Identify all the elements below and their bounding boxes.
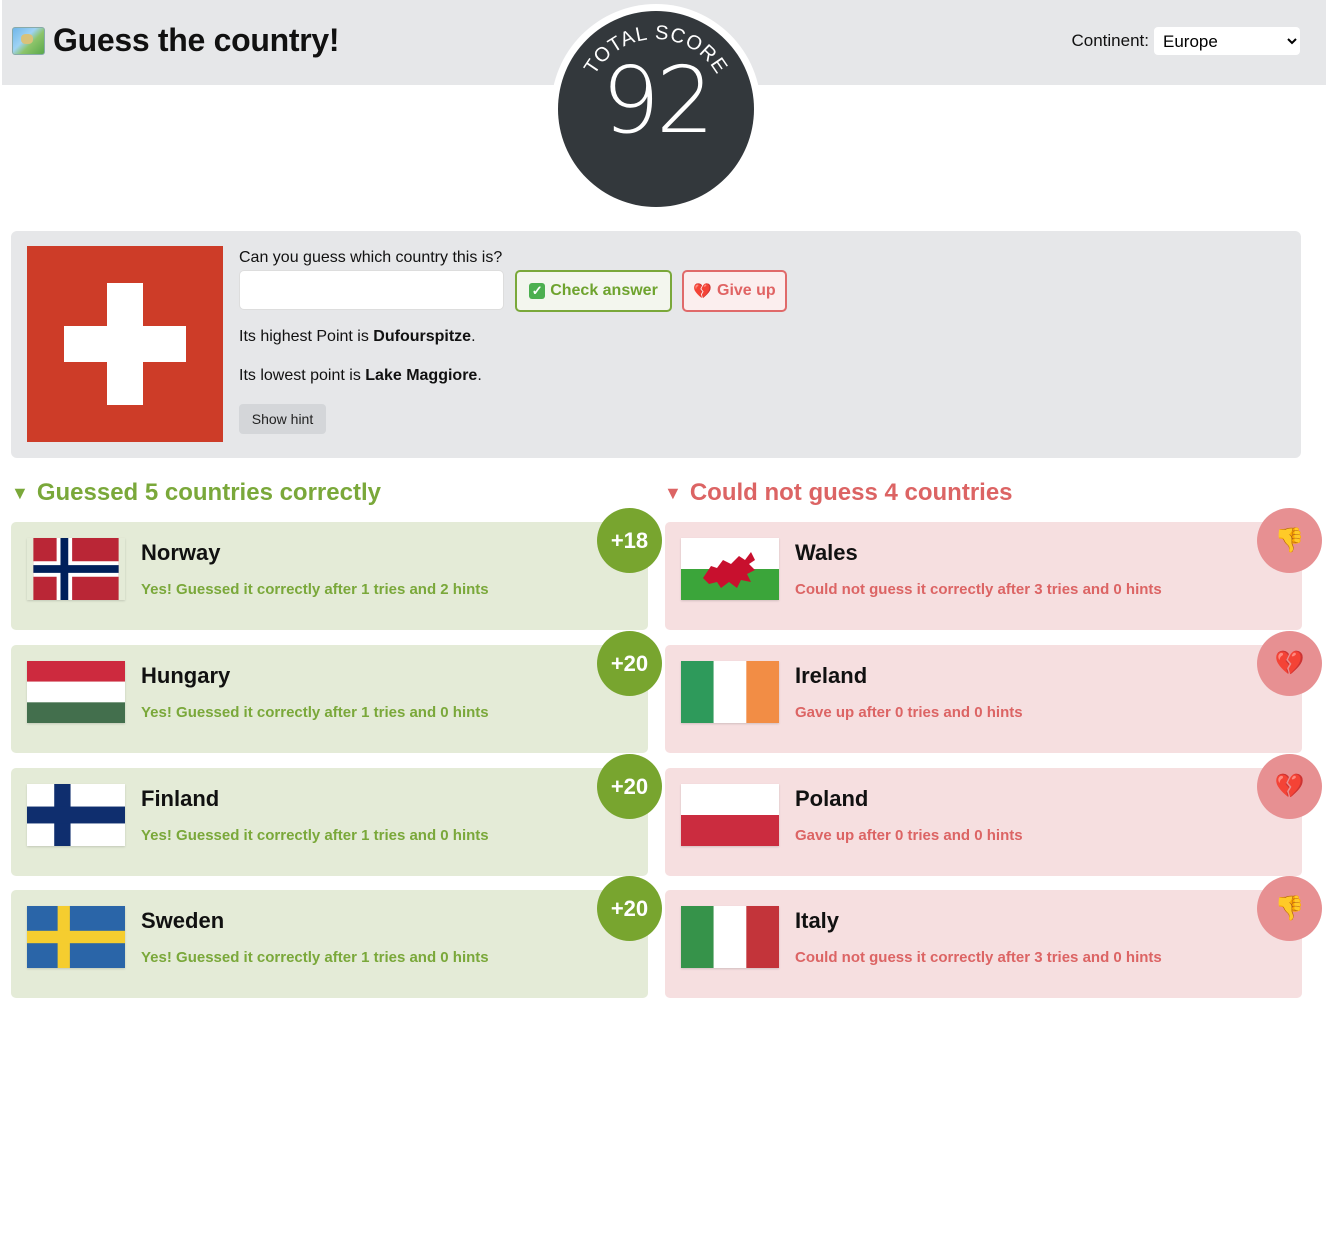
flag-hungary <box>27 661 125 723</box>
result-description: Gave up after 0 tries and 0 hints <box>795 827 1023 844</box>
failed-card-wales: Wales Could not guess it correctly after… <box>665 508 1322 630</box>
points-badge: +20 <box>597 631 662 696</box>
score-label-arc: TOTAL SCORE <box>580 22 731 78</box>
check-answer-button[interactable]: ✓ Check answer <box>515 270 672 312</box>
give-up-label: Give up <box>717 282 776 299</box>
hint-highest-point-value: Dufourspitze <box>373 328 472 345</box>
failed-card-poland: Poland Gave up after 0 tries and 0 hints… <box>665 754 1322 876</box>
thumbs-down-icon: 👎 <box>1274 527 1305 554</box>
failed-section-toggle[interactable]: ▼ Could not guess 4 countries <box>664 479 1013 507</box>
points-badge: +18 <box>597 508 662 573</box>
points-badge: +20 <box>597 754 662 819</box>
broken-heart-icon: 💔 <box>693 283 712 300</box>
correct-section-title: Guessed 5 countries correctly <box>36 479 381 506</box>
result-description: Could not guess it correctly after 3 tri… <box>795 949 1162 966</box>
correct-card-finland: Finland Yes! Guessed it correctly after … <box>11 754 662 876</box>
app-title-text: Guess the country! <box>53 22 340 58</box>
result-badge: 💔 <box>1257 754 1322 819</box>
question-panel: Can you guess which country this is? ✓ C… <box>11 231 1301 458</box>
triangle-down-icon: ▼ <box>11 482 29 503</box>
app-title: Guess the country! <box>12 22 340 59</box>
total-score: TOTAL SCORE 92 <box>558 11 754 207</box>
failed-card-ireland: Ireland Gave up after 0 tries and 0 hint… <box>665 631 1322 753</box>
show-hint-button[interactable]: Show hint <box>239 404 326 434</box>
result-description: Yes! Guessed it correctly after 1 tries … <box>141 827 489 844</box>
hint-lowest-point: Its lowest point is Lake Maggiore. <box>239 367 482 384</box>
answer-input[interactable] <box>239 270 504 310</box>
country-name: Wales <box>795 540 858 565</box>
result-description: Yes! Guessed it correctly after 1 tries … <box>141 949 489 966</box>
continent-picker: Continent: Europe <box>1071 27 1300 55</box>
continent-label: Continent: <box>1071 31 1150 50</box>
mystery-flag <box>27 246 223 442</box>
result-description: Gave up after 0 tries and 0 hints <box>795 704 1023 721</box>
correct-card-hungary: Hungary Yes! Guessed it correctly after … <box>11 631 662 753</box>
result-badge: 👎 <box>1257 508 1322 573</box>
check-mark-icon: ✓ <box>529 283 546 299</box>
country-name: Ireland <box>795 663 868 688</box>
flag-poland <box>681 784 779 846</box>
flag-sweden <box>27 906 125 968</box>
points-badge: +20 <box>597 876 662 941</box>
broken-heart-icon: 💔 <box>1274 650 1305 677</box>
country-name: Norway <box>141 540 221 565</box>
continent-select[interactable]: Europe <box>1154 27 1300 55</box>
country-name: Italy <box>795 908 840 933</box>
flag-wales <box>681 538 779 600</box>
world-map-icon <box>12 26 45 55</box>
hint-highest-point: Its highest Point is Dufourspitze. <box>239 328 476 345</box>
score-value: 92 <box>601 47 714 154</box>
correct-card-sweden: Sweden Yes! Guessed it correctly after 1… <box>11 876 662 998</box>
country-name: Sweden <box>141 908 225 933</box>
failed-card-italy: Italy Could not guess it correctly after… <box>665 876 1322 998</box>
result-badge: 👎 <box>1257 876 1322 941</box>
result-description: Could not guess it correctly after 3 tri… <box>795 581 1162 598</box>
give-up-button[interactable]: 💔 Give up <box>682 270 787 312</box>
correct-section-toggle[interactable]: ▼ Guessed 5 countries correctly <box>11 479 381 507</box>
country-name: Finland <box>141 786 220 811</box>
thumbs-down-icon: 👎 <box>1274 895 1305 922</box>
flag-norway <box>27 538 125 600</box>
country-name: Poland <box>795 786 869 811</box>
broken-heart-icon: 💔 <box>1274 773 1305 800</box>
correct-card-norway: Norway Yes! Guessed it correctly after 1… <box>11 508 662 630</box>
result-badge: 💔 <box>1257 631 1322 696</box>
country-name: Hungary <box>141 663 231 688</box>
question-prompt: Can you guess which country this is? <box>239 249 503 266</box>
flag-finland <box>27 784 125 846</box>
check-answer-label: Check answer <box>550 282 658 299</box>
failed-section-title: Could not guess 4 countries <box>689 479 1013 506</box>
flag-italy <box>681 906 779 968</box>
triangle-down-icon: ▼ <box>664 482 682 503</box>
hint-lowest-point-value: Lake Maggiore <box>365 367 478 384</box>
result-description: Yes! Guessed it correctly after 1 tries … <box>141 581 489 598</box>
flag-ireland <box>681 661 779 723</box>
result-description: Yes! Guessed it correctly after 1 tries … <box>141 704 489 721</box>
